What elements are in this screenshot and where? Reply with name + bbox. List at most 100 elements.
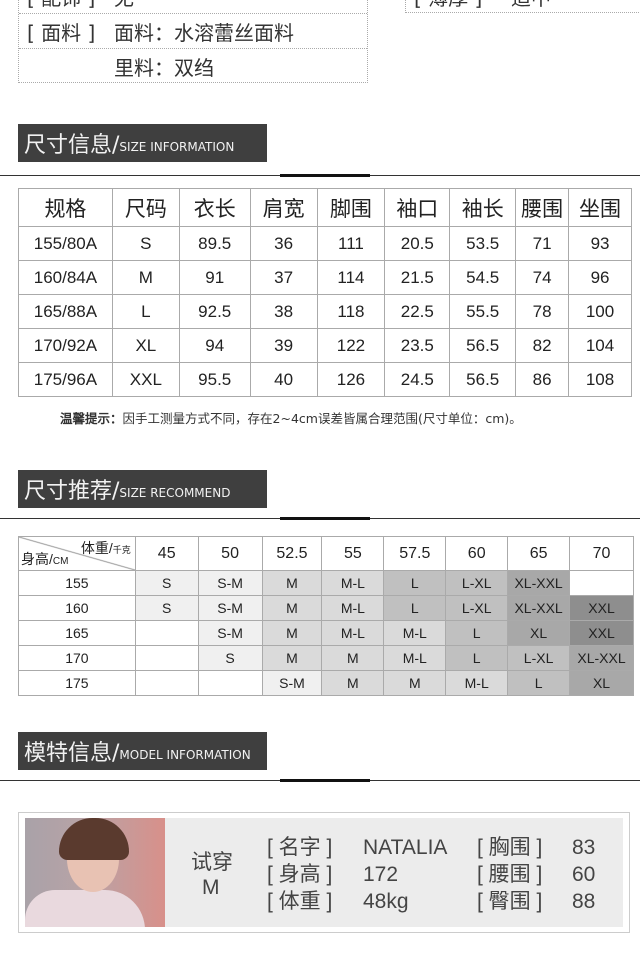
model-value-hip: 88 (572, 890, 596, 913)
column-header: 衣长 (178, 188, 251, 227)
weight-header: 55 (321, 536, 385, 571)
size-cell: L-XL (445, 570, 509, 596)
table-cell: 53.5 (449, 226, 517, 261)
size-cell: L (383, 595, 447, 621)
size-cell: L (445, 620, 509, 646)
size-cell: M (261, 595, 323, 621)
attribute-key: [ 配饰 ] (19, 0, 114, 11)
column-header: 腰围 (515, 188, 570, 227)
table-cell: L (111, 294, 180, 329)
size-cell (569, 570, 634, 596)
model-key-name: [ 名字 ] (267, 836, 333, 859)
model-key-height: [ 身高 ] (267, 863, 333, 886)
column-header: 脚围 (316, 188, 386, 227)
model-key-waist: [ 腰围 ] (477, 863, 543, 886)
table-cell: 175/96A (18, 362, 113, 397)
size-cell: M-L (383, 620, 447, 646)
size-cell: S-M (197, 620, 263, 646)
height-unit: CM (52, 556, 69, 567)
size-cell: S (134, 595, 199, 621)
size-cell: XL (507, 620, 571, 646)
size-cell: L (445, 645, 509, 671)
column-header: 坐围 (568, 188, 632, 227)
section-header-size-info: 尺寸信息/SIZE INFORMATION (18, 124, 267, 162)
table-cell: 93 (568, 226, 632, 261)
note-label: 温馨提示： (60, 411, 123, 426)
table-cell: 122 (316, 328, 386, 363)
table-cell: XXL (111, 362, 180, 397)
size-cell: M (261, 620, 323, 646)
size-cell: XXL (569, 620, 634, 646)
table-cell: 111 (316, 226, 386, 261)
attribute-row: [ 薄厚 ]适中 (406, 0, 640, 13)
model-key-bust: [ 胸围 ] (477, 836, 543, 859)
section-title-en: SIZE INFORMATION (119, 140, 235, 154)
weight-unit: 千克 (112, 545, 131, 555)
section-title-cn: 模特信息/ (24, 741, 120, 766)
table-cell: 82 (515, 328, 570, 363)
table-row: 155 S S-M M M-L L L-XL XL-XXL (18, 570, 634, 596)
table-row: 165 S-M M M-L M-L L XL XXL (18, 620, 634, 646)
table-cell: 56.5 (449, 328, 517, 363)
table-cell: 89.5 (178, 226, 251, 261)
table-cell: 21.5 (384, 260, 451, 295)
size-cell: S (197, 645, 263, 671)
table-row: 170 S M M M-L L L-XL XL-XXL (18, 645, 634, 671)
size-cell: XL-XXL (569, 645, 634, 671)
attribute-value: 适中 (501, 0, 551, 11)
table-row: 175 S-M M M M-L L XL (18, 670, 634, 696)
table-cell: 118 (316, 294, 386, 329)
table-cell: 71 (515, 226, 570, 261)
measurement-note: 温馨提示：因手工测量方式不同，存在2~4cm误差皆属合理范围(尺寸单位：cm)。 (60, 408, 522, 427)
attribute-key: [ 薄厚 ] (406, 0, 501, 11)
model-info-card: 试穿 M [ 名字 ] NATALIA [ 身高 ] 172 [ 体重 ] 48… (18, 812, 630, 933)
attribute-value: 面料：水溶蕾丝面料 (114, 20, 294, 45)
height-cell: 175 (18, 670, 136, 696)
table-cell: 94 (178, 328, 251, 363)
height-cell: 160 (18, 595, 136, 621)
table-cell: S (111, 226, 180, 261)
size-cell: M (321, 670, 385, 696)
table-header-row: 规格 尺码 衣长 肩宽 脚围 袖口 袖长 腰围 坐围 (18, 188, 632, 227)
table-row: 155/80A S 89.5 36 111 20.5 53.5 71 93 (18, 226, 632, 261)
model-value-height: 172 (363, 863, 399, 886)
size-cell: XL-XXL (507, 595, 571, 621)
table-cell: 23.5 (384, 328, 451, 363)
column-header: 肩宽 (249, 188, 318, 227)
size-recommend-table: 体重/千克 身高/CM 45 50 52.5 55 57.5 60 65 70 155 S S-M M M-… (18, 536, 634, 696)
table-cell: XL (111, 328, 180, 363)
weight-header: 70 (569, 536, 634, 571)
size-cell (134, 670, 199, 696)
height-cell: 165 (18, 620, 136, 646)
attribute-table-left: [ 配饰 ]无 [ 面料 ] 面料：水溶蕾丝面料 里料：双绉 (18, 0, 368, 83)
weight-header: 50 (197, 536, 263, 571)
attribute-value: 里料：双绉 (114, 55, 214, 80)
table-row: 160 S S-M M M-L L L-XL XL-XXL XXL (18, 595, 634, 621)
table-cell: 54.5 (449, 260, 517, 295)
table-cell: 96 (568, 260, 632, 295)
note-text: 因手工测量方式不同，存在2~4cm误差皆属合理范围(尺寸单位：cm)。 (122, 411, 522, 426)
table-cell: 55.5 (449, 294, 517, 329)
table-cell: 104 (568, 328, 632, 363)
try-on-size: M (202, 876, 220, 899)
size-cell: S-M (261, 670, 323, 696)
table-cell: 114 (316, 260, 386, 295)
weight-header: 60 (445, 536, 509, 571)
table-cell: 40 (249, 362, 318, 397)
size-cell: M-L (321, 620, 385, 646)
table-cell: 126 (316, 362, 386, 397)
size-cell: L-XL (445, 595, 509, 621)
weight-label: 体重/ (80, 540, 113, 556)
model-key-hip: [ 臀围 ] (477, 890, 543, 913)
table-cell: 37 (249, 260, 318, 295)
size-cell: M (261, 645, 323, 671)
section-title-en: MODEL INFORMATION (119, 748, 251, 762)
table-cell: 86 (515, 362, 570, 397)
size-cell: XL-XXL (507, 570, 571, 596)
attribute-value: 无 (114, 0, 134, 11)
size-cell: M-L (445, 670, 509, 696)
weight-header: 45 (134, 536, 199, 571)
weight-header: 52.5 (261, 536, 323, 571)
size-cell: M-L (321, 570, 385, 596)
size-cell: M (321, 645, 385, 671)
